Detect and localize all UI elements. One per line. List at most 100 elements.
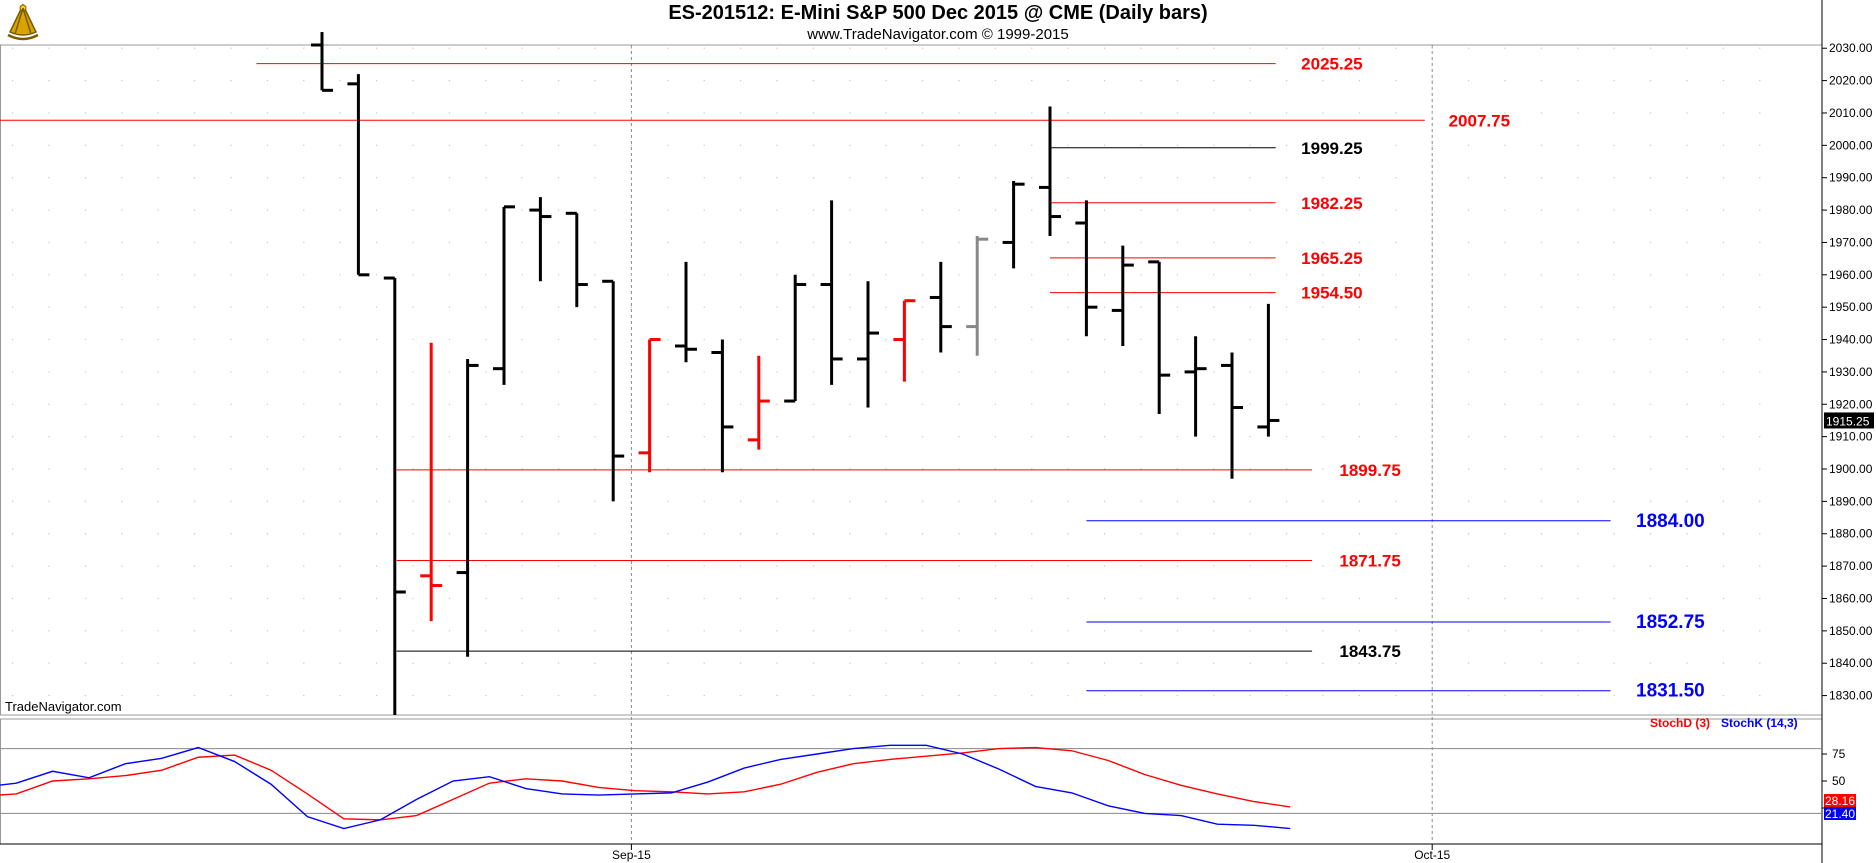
grid-dot: [521, 533, 523, 535]
grid-dot: [1649, 338, 1652, 341]
grid-dot: [230, 597, 232, 600]
grid-dot: [667, 597, 669, 600]
grid-dot: [448, 177, 451, 179]
grid-dot: [375, 403, 378, 405]
grid-dot: [1613, 144, 1615, 147]
grid-dot: [1358, 112, 1361, 114]
oscillator-tick-label: 75: [1832, 747, 1846, 761]
grid-dot: [230, 47, 232, 49]
grid-dot: [1358, 630, 1361, 632]
grid-dot: [703, 662, 705, 664]
grid-dot: [266, 338, 269, 341]
grid-dot: [1577, 47, 1579, 49]
grid-dot: [1759, 403, 1761, 405]
grid-dot: [1358, 468, 1361, 470]
grid-dot: [448, 306, 451, 308]
grid-dot: [11, 47, 14, 49]
grid-dot: [1759, 500, 1761, 503]
grid-dot: [849, 371, 851, 373]
grid-dot: [1213, 241, 1215, 244]
grid-dot: [84, 112, 87, 114]
grid-dot: [375, 468, 378, 470]
price-tick-label: 1930.00: [1829, 365, 1873, 379]
grid-dot: [1504, 662, 1506, 664]
grid-dot: [1103, 177, 1106, 179]
grid-dot: [1395, 630, 1397, 632]
grid-dot: [1759, 241, 1761, 244]
grid-dot: [1249, 209, 1251, 211]
grid-dot: [885, 662, 887, 664]
grid-dot: [594, 274, 596, 276]
grid-dot: [958, 500, 960, 503]
grid-dot: [812, 47, 815, 49]
grid-dot: [958, 403, 960, 405]
grid-dot: [1467, 694, 1470, 697]
grid-dot: [739, 371, 742, 373]
grid-dot: [485, 241, 487, 244]
grid-dot: [739, 79, 742, 82]
grid-dot: [1213, 47, 1215, 49]
grid-dot: [739, 533, 742, 535]
grid-dot: [1322, 597, 1324, 600]
grid-dot: [1504, 338, 1506, 341]
grid-dot: [521, 209, 523, 211]
grid-dot: [1067, 306, 1069, 308]
grid-dot: [1577, 533, 1579, 535]
grid-dot: [266, 177, 269, 179]
stoch-series-line: [0, 744, 1291, 830]
grid-dot: [412, 306, 414, 308]
grid-dot: [776, 533, 778, 535]
grid-dot: [557, 435, 560, 438]
grid-dot: [1613, 403, 1615, 405]
grid-dot: [1686, 597, 1688, 600]
grid-dot: [1213, 662, 1215, 664]
grid-dot: [521, 306, 523, 308]
grid-dot: [921, 694, 924, 697]
grid-dot: [448, 144, 451, 147]
grid-dot: [1395, 241, 1397, 244]
grid-dot: [703, 177, 705, 179]
grid-dot: [1213, 209, 1215, 211]
grid-dot: [84, 241, 87, 244]
grid-dot: [1140, 500, 1142, 503]
grid-dot: [849, 597, 851, 600]
grid-dot: [1467, 565, 1470, 567]
grid-dot: [448, 338, 451, 341]
grid-dot: [1176, 144, 1179, 147]
grid-dot: [1249, 177, 1251, 179]
grid-dot: [557, 694, 560, 697]
grid-dot: [1467, 597, 1470, 600]
grid-dot: [121, 533, 123, 535]
grid-dot: [630, 241, 633, 244]
grid-dot: [48, 209, 50, 211]
grid-dot: [48, 144, 50, 147]
grid-dot: [266, 533, 269, 535]
ohlc-bar: [1002, 180, 1025, 269]
grid-dot: [485, 403, 487, 405]
grid-dot: [339, 112, 341, 114]
price-axis: 1830.00 1840.00 1850.00 1860.00 1870.00 1880.…: [1822, 41, 1874, 703]
grid-dot: [1504, 403, 1506, 405]
grid-dot: [739, 597, 742, 600]
grid-dot: [994, 597, 997, 600]
grid-dot: [1649, 47, 1652, 49]
ohlc-bar: [1039, 106, 1061, 236]
grid-dot: [1540, 144, 1543, 147]
ohlc-bar: [1184, 336, 1207, 437]
grid-dot: [303, 533, 305, 535]
grid-dot: [557, 371, 560, 373]
grid-dot: [557, 112, 560, 114]
oscillator-value-box: [1824, 807, 1856, 820]
grid-dot: [630, 79, 633, 82]
grid-dot: [448, 533, 451, 535]
grid-dot: [1540, 47, 1543, 49]
grid-dot: [1213, 177, 1215, 179]
grid-dot: [339, 241, 341, 244]
level-label: 1965.25: [1301, 249, 1362, 268]
grid-dot: [885, 403, 887, 405]
grid-dot: [266, 500, 269, 503]
grid-dot: [849, 112, 851, 114]
grid-dot: [1285, 241, 1288, 244]
grid-dot: [994, 694, 997, 697]
